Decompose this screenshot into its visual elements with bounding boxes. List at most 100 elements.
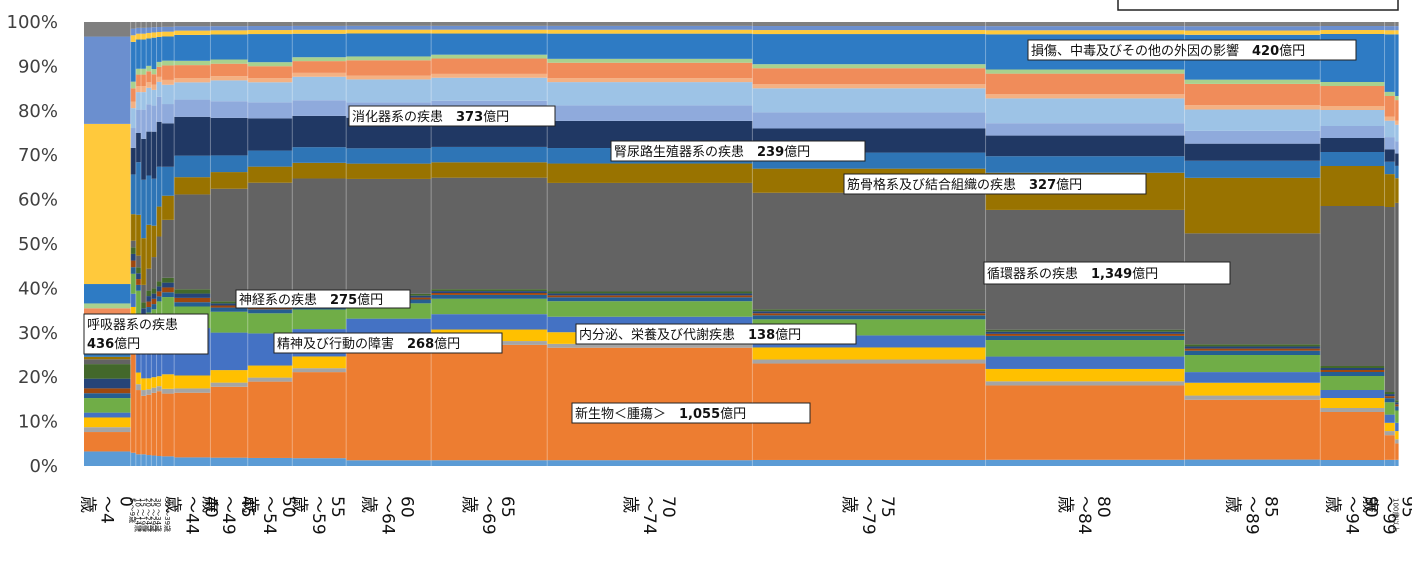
x-tick-label-line: 25 ～29歳 bbox=[149, 498, 158, 532]
x-tick-label-line: 85 bbox=[1260, 496, 1280, 518]
bar-segment bbox=[84, 22, 132, 37]
bar-segment bbox=[84, 364, 132, 379]
bar-segment bbox=[156, 166, 163, 207]
bar-segment bbox=[210, 76, 249, 81]
bar-segment bbox=[135, 22, 142, 28]
bar-segment bbox=[431, 54, 548, 59]
bar-segment bbox=[84, 398, 132, 413]
bar-segment bbox=[985, 94, 1186, 99]
bar-segment bbox=[431, 460, 548, 466]
bar-segment bbox=[156, 81, 163, 97]
bar-segment bbox=[151, 178, 158, 226]
bar-segment bbox=[146, 104, 152, 132]
bar-segment bbox=[547, 301, 753, 317]
bar-segment bbox=[135, 267, 142, 274]
x-tick-label-line: 歳 bbox=[289, 496, 309, 513]
bar-segment bbox=[547, 105, 753, 121]
bar-segment bbox=[1320, 82, 1386, 86]
bar-segment bbox=[752, 309, 987, 312]
bar-segment bbox=[985, 30, 1186, 35]
bar-segment bbox=[135, 92, 142, 110]
bar-segment bbox=[247, 102, 293, 119]
bar-segment bbox=[547, 33, 753, 59]
bar-segment bbox=[135, 68, 142, 75]
bar-segment bbox=[292, 57, 347, 62]
bar-segment bbox=[210, 172, 249, 189]
bar-segment bbox=[210, 305, 249, 308]
bar-segment bbox=[84, 388, 132, 394]
bar-segment bbox=[431, 291, 548, 294]
bar-group-9 bbox=[210, 22, 249, 466]
bar-segment bbox=[985, 156, 1186, 173]
bar-segment bbox=[161, 219, 175, 278]
bar-segment bbox=[985, 98, 1186, 124]
bar-segment bbox=[1184, 395, 1321, 400]
annotation-neoplasm: 新生物＜腫瘍＞ 1,055億円 bbox=[571, 402, 811, 424]
bar-segment bbox=[1184, 26, 1321, 31]
bar-segment bbox=[1384, 96, 1396, 117]
bar-segment bbox=[431, 177, 548, 290]
bar-segment bbox=[151, 27, 158, 33]
bar-segment bbox=[135, 109, 142, 133]
bar-segment bbox=[161, 31, 175, 37]
bar-segment bbox=[1184, 130, 1321, 144]
y-tick-label: 50% bbox=[18, 234, 58, 255]
bar-segment bbox=[247, 62, 293, 67]
bar-segment bbox=[151, 84, 158, 90]
bar-segment bbox=[146, 131, 152, 176]
bar-segment bbox=[84, 412, 132, 418]
bar-segment bbox=[431, 298, 548, 315]
bar-segment bbox=[1394, 178, 1399, 203]
bar-segment bbox=[1394, 439, 1399, 444]
bar-segment bbox=[1320, 370, 1386, 372]
annotation-endocrine: 内分泌、栄養及び代謝疾患 138億円 bbox=[575, 323, 857, 345]
bar-segment bbox=[346, 29, 432, 34]
x-tick-label-line: 歳 bbox=[1322, 496, 1342, 513]
annotation-digestive: 消化器系の疾患 373億円 bbox=[348, 105, 556, 127]
bar-segment bbox=[292, 309, 347, 330]
bar-segment bbox=[174, 375, 212, 389]
bar-segment bbox=[130, 81, 137, 89]
bar-segment bbox=[1394, 22, 1399, 27]
bar-segment bbox=[130, 22, 137, 29]
x-tick-label-line: ～99 bbox=[1379, 496, 1399, 535]
bar-segment bbox=[247, 26, 293, 31]
bar-segment bbox=[151, 105, 158, 132]
bar-segment bbox=[292, 25, 347, 30]
y-tick-label: 70% bbox=[18, 145, 58, 166]
bar-segment bbox=[130, 108, 137, 129]
bar-group-17 bbox=[1184, 22, 1321, 466]
x-tick-label: 15 ～19歳 bbox=[139, 498, 148, 532]
bar-segment bbox=[156, 391, 163, 457]
bar-segment bbox=[210, 382, 249, 387]
bar-segment bbox=[141, 179, 147, 239]
bar-segment bbox=[161, 277, 175, 283]
bar-segment bbox=[135, 290, 142, 320]
bar-segment bbox=[247, 377, 293, 382]
bar-segment bbox=[431, 294, 548, 299]
bar-segment bbox=[1384, 149, 1396, 162]
bar-group-20 bbox=[1394, 22, 1399, 466]
x-tick-label-line: 75 bbox=[877, 496, 897, 518]
bar-segment bbox=[1184, 344, 1321, 347]
bar-segment bbox=[156, 66, 163, 77]
annotation-label: 筋骨格系及び結合組織の疾患 327億円 bbox=[847, 177, 1082, 193]
bar-segment bbox=[547, 22, 753, 26]
x-tick-label: 70～74歳 bbox=[620, 496, 678, 535]
bar-segment bbox=[210, 188, 249, 302]
bar-segment bbox=[1384, 394, 1396, 397]
bar-segment bbox=[547, 295, 753, 298]
bar-segment bbox=[247, 30, 293, 35]
bar-segment bbox=[985, 368, 1186, 382]
bar-segment bbox=[985, 26, 1186, 31]
bar-segment bbox=[151, 377, 158, 388]
bar-group-11 bbox=[292, 22, 347, 466]
bar-segment bbox=[156, 206, 163, 237]
bar-segment bbox=[174, 26, 212, 31]
annotation-label: 消化器系の疾患 373億円 bbox=[352, 109, 509, 125]
bar-segment bbox=[210, 26, 249, 31]
x-tick-label: 60～64歳 bbox=[359, 496, 417, 535]
x-tick-label-line: 歳 bbox=[620, 496, 640, 513]
bar-segment bbox=[346, 22, 432, 26]
